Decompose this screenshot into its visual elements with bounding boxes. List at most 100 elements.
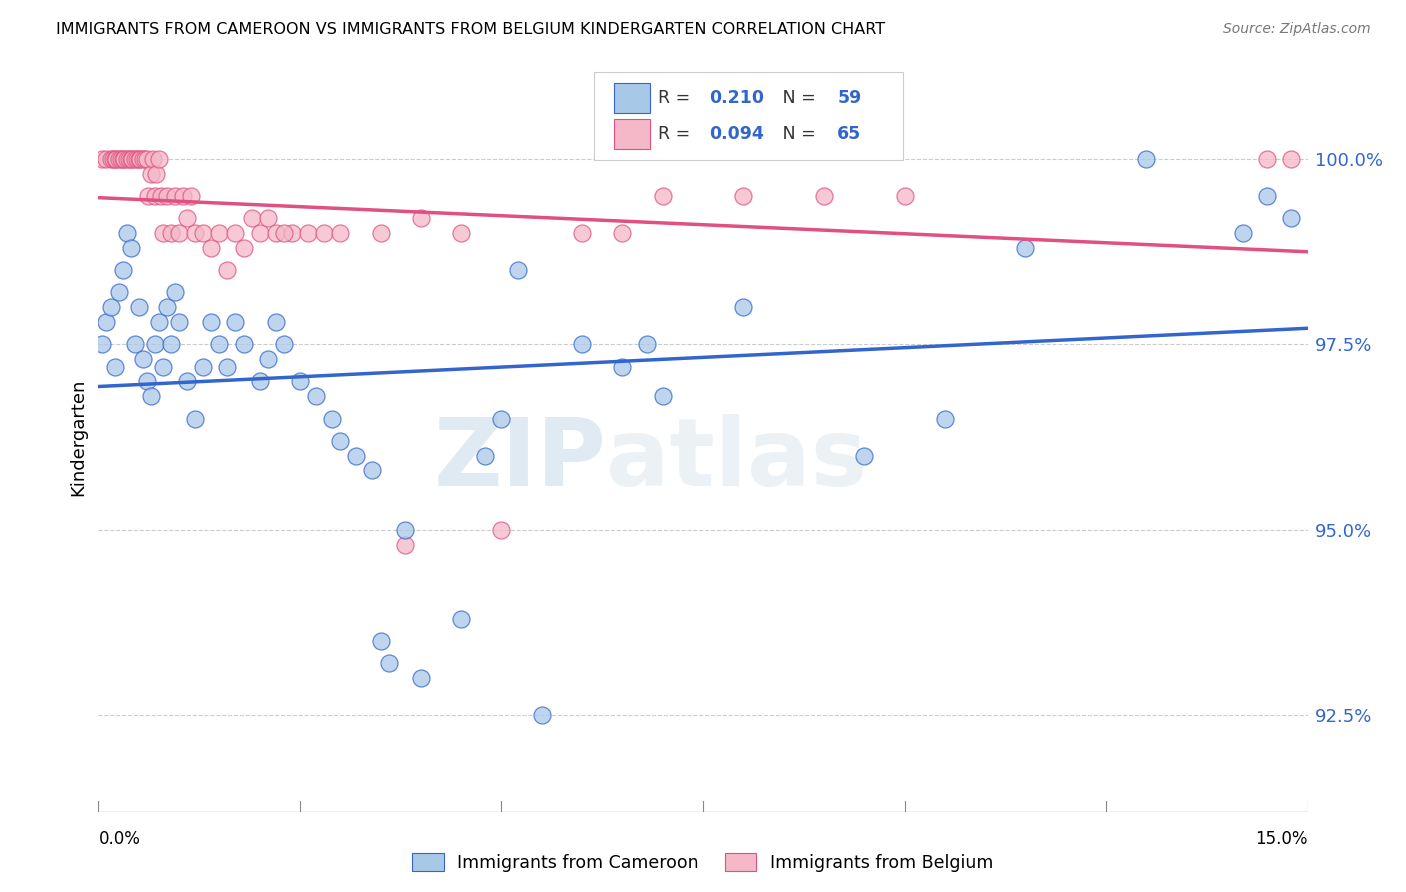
- Point: [120, 152, 142, 166]
- Point: [101, 152, 124, 166]
- Point: [1232, 226, 1254, 240]
- FancyBboxPatch shape: [613, 119, 650, 149]
- Point: [305, 389, 328, 403]
- Point: [120, 241, 142, 255]
- Point: [217, 359, 239, 374]
- Point: [232, 241, 254, 255]
- Point: [129, 152, 152, 166]
- Point: [139, 167, 162, 181]
- Point: [135, 375, 157, 389]
- Point: [128, 152, 150, 166]
- Point: [1256, 152, 1278, 166]
- Point: [176, 375, 198, 389]
- Point: [232, 337, 254, 351]
- Point: [115, 152, 138, 166]
- Point: [107, 152, 129, 166]
- Point: [100, 300, 122, 314]
- Point: [217, 263, 239, 277]
- Point: [193, 359, 215, 374]
- Text: 0.0%: 0.0%: [98, 830, 141, 848]
- Point: [474, 449, 496, 463]
- Point: [224, 315, 246, 329]
- Point: [329, 434, 352, 448]
- Point: [297, 226, 319, 240]
- Point: [651, 189, 673, 203]
- Text: ZIP: ZIP: [433, 414, 606, 506]
- Point: [506, 263, 529, 277]
- Text: 59: 59: [837, 89, 862, 107]
- Point: [273, 337, 295, 351]
- Point: [152, 226, 174, 240]
- Point: [127, 152, 149, 166]
- Point: [1281, 152, 1303, 166]
- Point: [264, 315, 287, 329]
- Point: [321, 411, 343, 425]
- Point: [361, 463, 384, 477]
- Point: [105, 152, 128, 166]
- Point: [733, 300, 755, 314]
- Point: [314, 226, 336, 240]
- Point: [1256, 189, 1278, 203]
- Point: [160, 226, 183, 240]
- Legend: Immigrants from Cameroon, Immigrants from Belgium: Immigrants from Cameroon, Immigrants fro…: [405, 847, 1001, 879]
- Point: [853, 449, 876, 463]
- Point: [273, 226, 295, 240]
- Point: [377, 657, 399, 671]
- Point: [813, 189, 835, 203]
- FancyBboxPatch shape: [613, 83, 650, 113]
- Point: [91, 152, 114, 166]
- Point: [167, 315, 190, 329]
- Point: [281, 226, 304, 240]
- Point: [145, 167, 167, 181]
- Point: [143, 189, 166, 203]
- Text: R =: R =: [658, 125, 696, 143]
- Point: [184, 411, 207, 425]
- Point: [1014, 241, 1036, 255]
- Point: [156, 300, 179, 314]
- Text: Source: ZipAtlas.com: Source: ZipAtlas.com: [1223, 22, 1371, 37]
- Point: [200, 241, 222, 255]
- Point: [329, 226, 352, 240]
- Point: [491, 411, 513, 425]
- Point: [118, 152, 141, 166]
- Point: [208, 226, 231, 240]
- Point: [571, 337, 593, 351]
- Point: [571, 226, 593, 240]
- Point: [103, 152, 125, 166]
- Point: [240, 211, 263, 226]
- Text: N =: N =: [776, 125, 821, 143]
- Point: [200, 315, 222, 329]
- Point: [115, 226, 138, 240]
- Point: [148, 152, 170, 166]
- Point: [112, 152, 135, 166]
- Point: [224, 226, 246, 240]
- Point: [111, 152, 134, 166]
- Text: 0.210: 0.210: [709, 89, 763, 107]
- Point: [163, 189, 186, 203]
- Point: [1135, 152, 1157, 166]
- Point: [96, 315, 118, 329]
- Point: [612, 226, 634, 240]
- Point: [124, 337, 146, 351]
- Point: [91, 337, 114, 351]
- Point: [249, 375, 271, 389]
- Point: [733, 189, 755, 203]
- Point: [156, 189, 179, 203]
- Point: [409, 671, 432, 685]
- Point: [1281, 211, 1303, 226]
- FancyBboxPatch shape: [595, 72, 903, 160]
- Point: [132, 352, 155, 367]
- Point: [344, 449, 367, 463]
- Point: [135, 152, 157, 166]
- Text: 65: 65: [837, 125, 862, 143]
- Point: [450, 612, 472, 626]
- Point: [107, 285, 129, 300]
- Point: [934, 411, 956, 425]
- Point: [121, 152, 143, 166]
- Point: [172, 189, 194, 203]
- Point: [100, 152, 122, 166]
- Text: 15.0%: 15.0%: [1256, 830, 1308, 848]
- Point: [110, 152, 132, 166]
- Point: [208, 337, 231, 351]
- Point: [134, 152, 156, 166]
